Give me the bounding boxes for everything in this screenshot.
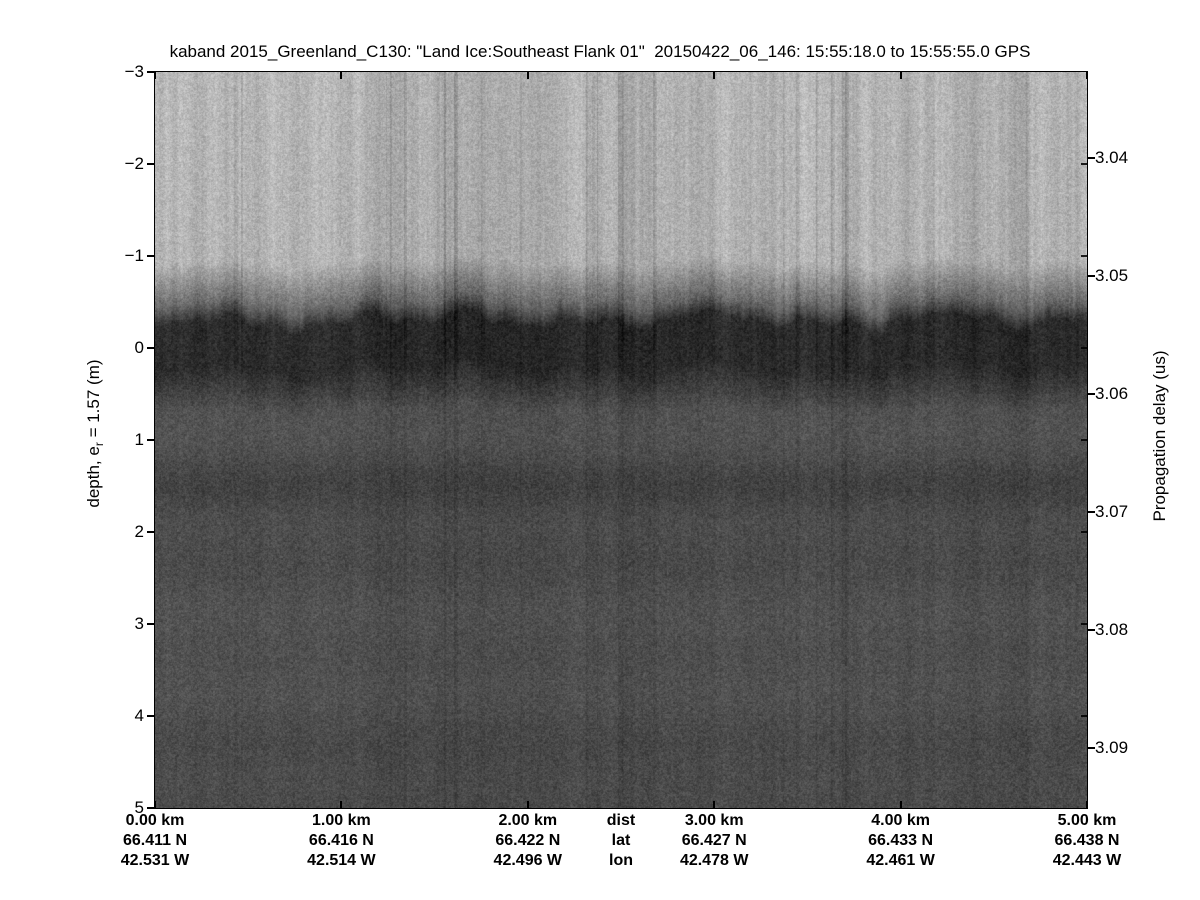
propagation-delay-axis-label: Propagation delay (us) bbox=[1150, 350, 1169, 522]
longitude-label: 42.496 W bbox=[493, 852, 563, 869]
latitude-label: 66.438 N bbox=[1054, 832, 1120, 849]
latitude-label: 66.427 N bbox=[681, 832, 747, 849]
tick-mark bbox=[713, 72, 716, 79]
longitude-label: 42.443 W bbox=[1052, 852, 1122, 869]
delay-tick-label: 3.07 bbox=[1095, 502, 1129, 521]
distance-label: 0.00 km bbox=[125, 812, 185, 829]
echogram-image bbox=[155, 72, 1087, 808]
tick-mark bbox=[526, 72, 529, 79]
tick-mark bbox=[1081, 347, 1087, 349]
tick-mark bbox=[154, 801, 156, 808]
depth-tick-label: −2 bbox=[124, 154, 144, 173]
latitude-label: 66.433 N bbox=[868, 832, 934, 849]
tick-mark bbox=[147, 715, 155, 717]
tick-mark bbox=[1087, 157, 1095, 159]
depth-tick-label: 1 bbox=[134, 430, 144, 449]
tick-mark bbox=[1081, 623, 1087, 625]
distance-label: 4.00 km bbox=[871, 812, 930, 829]
tick-mark bbox=[1081, 715, 1087, 717]
depth-tick-label: −1 bbox=[124, 246, 144, 265]
depth-tick-label: 5 bbox=[134, 798, 144, 817]
tick-mark bbox=[1086, 801, 1088, 808]
tick-mark bbox=[147, 531, 155, 533]
delay-tick-label: 3.09 bbox=[1095, 738, 1129, 757]
tick-mark bbox=[147, 623, 155, 625]
tick-mark bbox=[340, 72, 343, 79]
tick-mark bbox=[526, 801, 529, 808]
longitude-label: 42.531 W bbox=[120, 852, 190, 869]
tick-mark bbox=[1086, 72, 1088, 79]
tick-mark bbox=[340, 801, 343, 808]
latitude-label: 66.422 N bbox=[495, 832, 561, 849]
delay-tick-label: 3.08 bbox=[1095, 620, 1129, 639]
tick-mark bbox=[154, 72, 156, 79]
plot-title: kaband 2015_Greenland_C130: "Land Ice:So… bbox=[169, 42, 1031, 61]
depth-tick-label: 4 bbox=[134, 706, 144, 725]
distance-label: 2.00 km bbox=[498, 812, 558, 829]
tick-mark bbox=[1081, 531, 1087, 533]
distance-label: 3.00 km bbox=[684, 812, 744, 829]
tick-mark bbox=[1087, 393, 1095, 395]
longitude-label: 42.514 W bbox=[307, 852, 376, 869]
tick-mark bbox=[899, 801, 902, 808]
tick-mark bbox=[147, 439, 155, 441]
tick-mark bbox=[147, 807, 155, 809]
depth-tick-label: 3 bbox=[134, 614, 144, 633]
tick-mark bbox=[1081, 439, 1087, 441]
distance-label: 5.00 km bbox=[1057, 812, 1117, 829]
tick-mark bbox=[1087, 629, 1095, 631]
depth-axis-label-suffix: = 1.57 (m) bbox=[83, 359, 103, 443]
axis-row-header: lat bbox=[611, 832, 631, 849]
tick-mark bbox=[899, 72, 902, 79]
tick-mark bbox=[1081, 163, 1087, 165]
tick-mark bbox=[147, 71, 155, 73]
depth-tick-label: 2 bbox=[134, 522, 144, 541]
longitude-label: 42.461 W bbox=[866, 852, 935, 869]
tick-mark bbox=[1087, 747, 1095, 749]
delay-tick-label: 3.06 bbox=[1095, 384, 1129, 403]
tick-mark bbox=[1087, 511, 1095, 513]
delay-tick-label: 3.05 bbox=[1095, 266, 1129, 285]
tick-mark bbox=[147, 255, 155, 257]
tick-mark bbox=[147, 347, 155, 349]
axis-row-header: lon bbox=[609, 852, 633, 869]
distance-label: 1.00 km bbox=[312, 812, 371, 829]
tick-mark bbox=[147, 163, 155, 165]
delay-tick-label: 3.04 bbox=[1095, 148, 1129, 167]
tick-mark bbox=[1087, 275, 1095, 277]
tick-mark bbox=[713, 801, 716, 808]
longitude-label: 42.478 W bbox=[679, 852, 749, 869]
depth-tick-label: 0 bbox=[134, 338, 144, 357]
latitude-label: 66.416 N bbox=[308, 832, 374, 849]
latitude-label: 66.411 N bbox=[122, 832, 188, 849]
tick-mark bbox=[1081, 255, 1087, 257]
depth-axis-label-text: depth, e bbox=[83, 446, 103, 508]
axis-row-header: dist bbox=[606, 812, 636, 829]
depth-tick-label: −3 bbox=[124, 62, 144, 81]
